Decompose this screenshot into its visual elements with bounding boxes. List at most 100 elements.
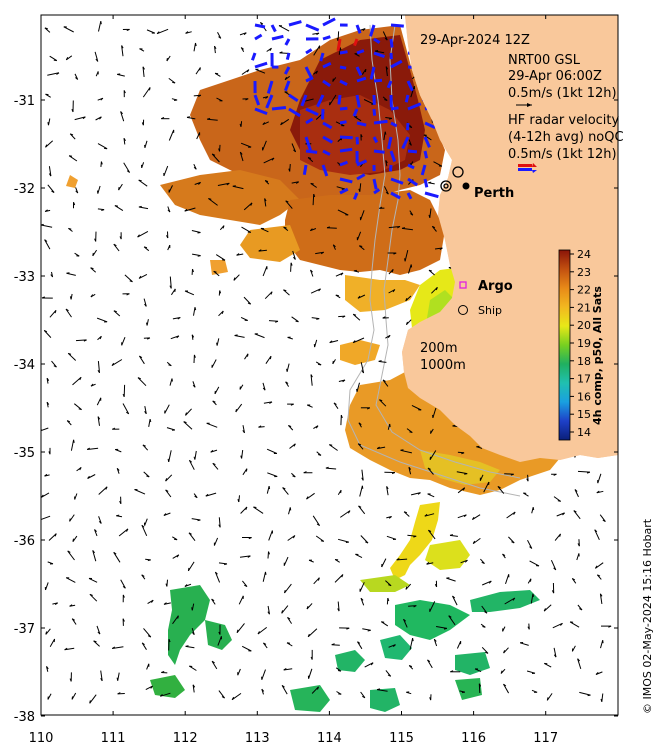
gsl-arrow-head [362,695,366,699]
gsl-arrow-head [242,430,245,434]
gsl-arrow-head [510,473,514,476]
gsl-arrow-head [336,37,339,42]
colorbar [558,249,571,441]
gsl-arrow-head [318,363,322,366]
gsl-arrow [312,515,321,526]
gsl-arrow [292,250,296,260]
gsl-arrow-head [285,200,289,203]
gsl-arrow-head [192,268,194,273]
gsl-arrow [601,693,604,702]
gsl-arrow-head [71,618,75,621]
gsl-arrow-head [111,362,115,366]
gsl-arrow-head [409,665,413,668]
colorbar-label: 4h comp, p50, All Sats [591,286,604,425]
gsl-arrow [359,582,365,592]
gsl-arrow [428,529,436,540]
gsl-arrow-head [579,608,583,611]
contour-1000m-label: 1000m [420,358,466,373]
gsl-arrow-head [268,486,271,490]
gsl-arrow [306,492,315,500]
gsl-arrow-head [370,662,374,666]
gsl-arrow [231,692,242,701]
perth-marker [462,182,470,190]
gsl-arrow [400,449,413,454]
gsl-arrow-head [513,511,516,515]
hf-radar-arrow [373,149,385,154]
gsl-arrow [138,179,148,187]
gsl-arrow-head [66,420,71,423]
gsl-arrow [114,205,124,212]
gsl-arrow-head [448,615,452,618]
argo-label: Argo [478,279,513,294]
hf-radar-arrow [356,49,365,55]
gsl-arrow [143,628,152,638]
hf-radar-arrow [288,93,299,103]
gsl-arrow-head [290,262,293,266]
gsl-arrow-head [332,244,336,248]
gsl-arrow [191,518,201,521]
gsl-arrow [577,470,590,473]
gsl-arrow-head [357,443,362,446]
gsl-arrow [193,307,196,316]
gsl-arrow-head [50,274,53,278]
gsl-arrow [239,151,244,162]
gsl-arrow [291,316,299,323]
hf-radar-arrow [270,24,277,33]
gsl-arrow [141,524,148,537]
hf-radar-arrow [339,135,353,140]
gsl-arrow-head [129,280,133,283]
gsl-arrow [97,143,108,150]
x-tick-label: 112 [173,731,198,746]
gsl-arrow-head [161,671,165,673]
hf-radar-arrow [373,51,385,59]
gsl-arrow-head [358,422,362,426]
gsl-arrow-head [176,554,180,558]
timestamp-label: 29-Apr-2024 12Z [420,33,530,48]
gsl-arrow [185,645,195,649]
y-tick-label: -31 [14,94,35,109]
gsl-arrow [403,618,408,628]
gsl-arrow-head [218,524,221,528]
gsl-arrow [168,185,173,193]
gsl-arrow-head [138,179,142,182]
gsl-arrow [170,335,180,340]
gsl-arrow [189,665,197,671]
gsl-arrow-head [240,455,243,459]
gsl-arrow-head [219,290,222,294]
gsl-arrow [599,514,606,522]
x-tick-label: 111 [101,731,126,746]
gsl-title: NRT00 GSL [508,53,581,68]
gsl-arrow [556,512,565,517]
gsl-arrow [141,642,147,650]
gsl-arrow-head [192,384,196,388]
gsl-arrow-head [413,535,417,538]
colorbar-tick-label: 21 [577,301,591,314]
gsl-arrow-head [269,356,272,360]
gsl-arrow [112,646,124,649]
gsl-arrow [217,636,222,646]
gsl-arrow-head [428,269,432,272]
gsl-arrow-head [54,602,58,606]
gsl-arrow-head [163,513,167,516]
gsl-arrow-head [213,270,217,273]
hf-radar-arrow [386,80,393,89]
hf-radar-arrow [339,79,348,86]
gsl-arrow-head [87,475,90,479]
gsl-arrow [63,26,74,33]
hf-radar-arrow [406,80,414,92]
gsl-arrow [68,155,78,162]
hf-radar-arrow [390,106,399,111]
gsl-arrow [144,406,147,414]
gsl-arrow [75,339,87,342]
gsl-arrow [383,186,389,195]
colorbar-tick-label: 16 [577,390,591,403]
gsl-arrow-head [365,541,369,544]
gsl-arrow-head [329,102,331,106]
x-axis-ticks: 110 111 112 113 114 115 116 117 [29,15,558,746]
hf-radar-arrow [353,192,359,200]
gsl-arrow [262,571,266,582]
gsl-arrow [266,448,278,454]
gsl-arrow-head [138,275,142,279]
gsl-arrow [334,574,344,583]
gsl-arrow-head [463,514,467,518]
